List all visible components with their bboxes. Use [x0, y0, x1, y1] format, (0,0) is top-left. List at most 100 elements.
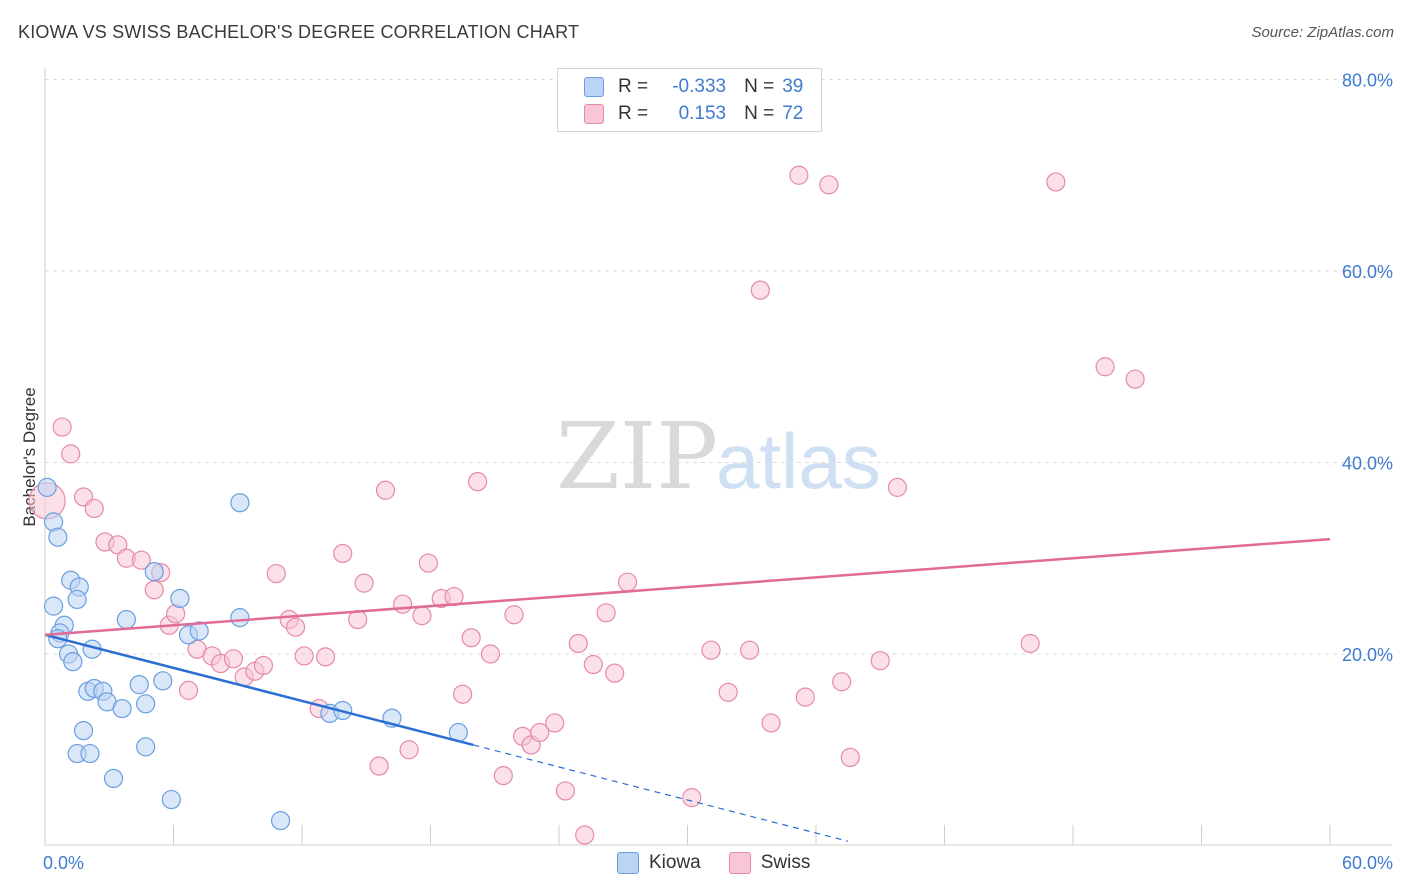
swiss-point	[1046, 172, 1066, 192]
swiss-point	[418, 553, 438, 573]
swiss-point	[870, 651, 890, 671]
swiss-point	[52, 417, 72, 437]
swiss-point	[253, 655, 274, 676]
kiowa-point	[73, 720, 94, 741]
kiowa-point	[270, 811, 291, 831]
swiss-point	[832, 672, 852, 692]
kiowa-point	[153, 671, 173, 691]
kiowa-point	[63, 652, 83, 672]
kiowa-point	[43, 596, 64, 616]
y-tick-label: 60.0%	[1342, 262, 1393, 282]
swiss-point	[1020, 633, 1040, 654]
x-tick-labels: 0.0% 60.0%	[43, 853, 1393, 873]
swiss-point	[761, 713, 781, 733]
swiss-trend-line	[44, 537, 1331, 637]
swiss-legend-label: Swiss	[760, 852, 811, 873]
kiowa-point	[67, 589, 87, 610]
swiss-point	[596, 603, 616, 623]
swiss-point	[701, 640, 721, 660]
swiss-point	[393, 594, 413, 614]
legend-row-swiss: R = 0.153 N = 72	[584, 101, 803, 127]
swiss-point	[682, 788, 702, 808]
swiss-point	[468, 472, 488, 492]
swiss-point	[617, 572, 638, 592]
kiowa-legend-swatch	[617, 852, 639, 874]
stats-legend: R = -0.333 N = 39 R = 0.153 N = 72	[557, 68, 822, 132]
kiowa-point	[136, 694, 156, 714]
swiss-point	[61, 444, 81, 464]
kiowa-legend-label: Kiowa	[649, 852, 701, 873]
kiowa-point	[189, 621, 209, 641]
swiss-legend-swatch	[728, 852, 751, 874]
kiowa-point	[112, 698, 132, 719]
axes	[44, 68, 1392, 846]
swiss-point	[1095, 357, 1115, 377]
swiss-points	[28, 165, 1145, 845]
swiss-point	[789, 165, 809, 185]
swiss-point	[285, 617, 306, 637]
swiss-point	[369, 756, 389, 776]
x-tick-label: 0.0%	[43, 853, 84, 873]
swiss-r-label: R =	[618, 103, 649, 124]
swiss-point	[461, 628, 481, 648]
swiss-point	[178, 680, 199, 700]
kiowa-point	[230, 493, 250, 513]
y-tick-label: 80.0%	[1342, 71, 1393, 91]
swiss-point	[583, 654, 603, 675]
series-legend: Kiowa Swiss	[617, 852, 838, 874]
kiowa-point	[136, 737, 156, 757]
kiowa-n-label: N =	[744, 76, 775, 97]
swiss-point	[108, 535, 128, 555]
swiss-point	[354, 573, 374, 593]
swiss-point	[412, 606, 432, 626]
swiss-point	[223, 649, 244, 669]
kiowa-point	[116, 609, 136, 630]
swiss-point	[750, 280, 770, 300]
swiss-point	[399, 740, 419, 760]
kiowa-trend-line	[44, 633, 474, 747]
swiss-point	[266, 563, 286, 584]
swiss-point	[333, 543, 353, 564]
source-credit: Source: ZipAtlas.com	[1251, 24, 1394, 41]
grid-lines	[45, 79, 1392, 655]
trend-lines	[44, 537, 1331, 842]
kiowa-point	[230, 608, 250, 628]
swiss-point	[144, 580, 164, 600]
watermark-zip: ZIP	[556, 403, 718, 510]
swiss-swatch	[584, 104, 604, 124]
swiss-n-label: N =	[744, 103, 775, 124]
kiowa-r-label: R =	[618, 76, 649, 97]
swiss-point	[819, 175, 839, 195]
swiss-point	[568, 633, 588, 654]
swiss-n-value: 72	[782, 103, 804, 124]
swiss-point	[740, 640, 760, 660]
swiss-r-value: 0.153	[678, 103, 727, 124]
kiowa-point	[103, 768, 124, 789]
watermark: ZIP atlas	[556, 403, 881, 510]
y-tick-label: 20.0%	[1342, 645, 1393, 665]
y-tick-labels: 20.0% 40.0% 60.0% 80.0%	[1342, 71, 1393, 666]
swiss-point	[504, 605, 524, 625]
kiowa-point	[48, 527, 68, 547]
watermark-atlas: atlas	[716, 417, 881, 505]
swiss-point	[493, 766, 513, 786]
swiss-point	[453, 684, 473, 704]
legend-item-kiowa[interactable]: Kiowa	[617, 852, 701, 874]
kiowa-r-value: -0.333	[672, 76, 727, 97]
swiss-point	[1125, 369, 1145, 389]
chart-title: KIOWA VS SWISS BACHELOR'S DEGREE CORRELA…	[18, 22, 580, 42]
kiowa-n-value: 39	[782, 76, 804, 97]
x-tick-label: 60.0%	[1342, 853, 1393, 873]
swiss-point	[575, 825, 595, 845]
swiss-point	[315, 647, 336, 667]
swiss-point	[605, 663, 625, 683]
swiss-point	[131, 550, 151, 570]
swiss-point	[294, 646, 314, 666]
swiss-point	[795, 687, 815, 707]
legend-item-swiss[interactable]: Swiss	[728, 852, 811, 874]
swiss-point	[530, 722, 550, 743]
kiowa-trend-extension	[473, 744, 849, 842]
swiss-point	[480, 644, 501, 664]
kiowa-point	[170, 588, 190, 609]
